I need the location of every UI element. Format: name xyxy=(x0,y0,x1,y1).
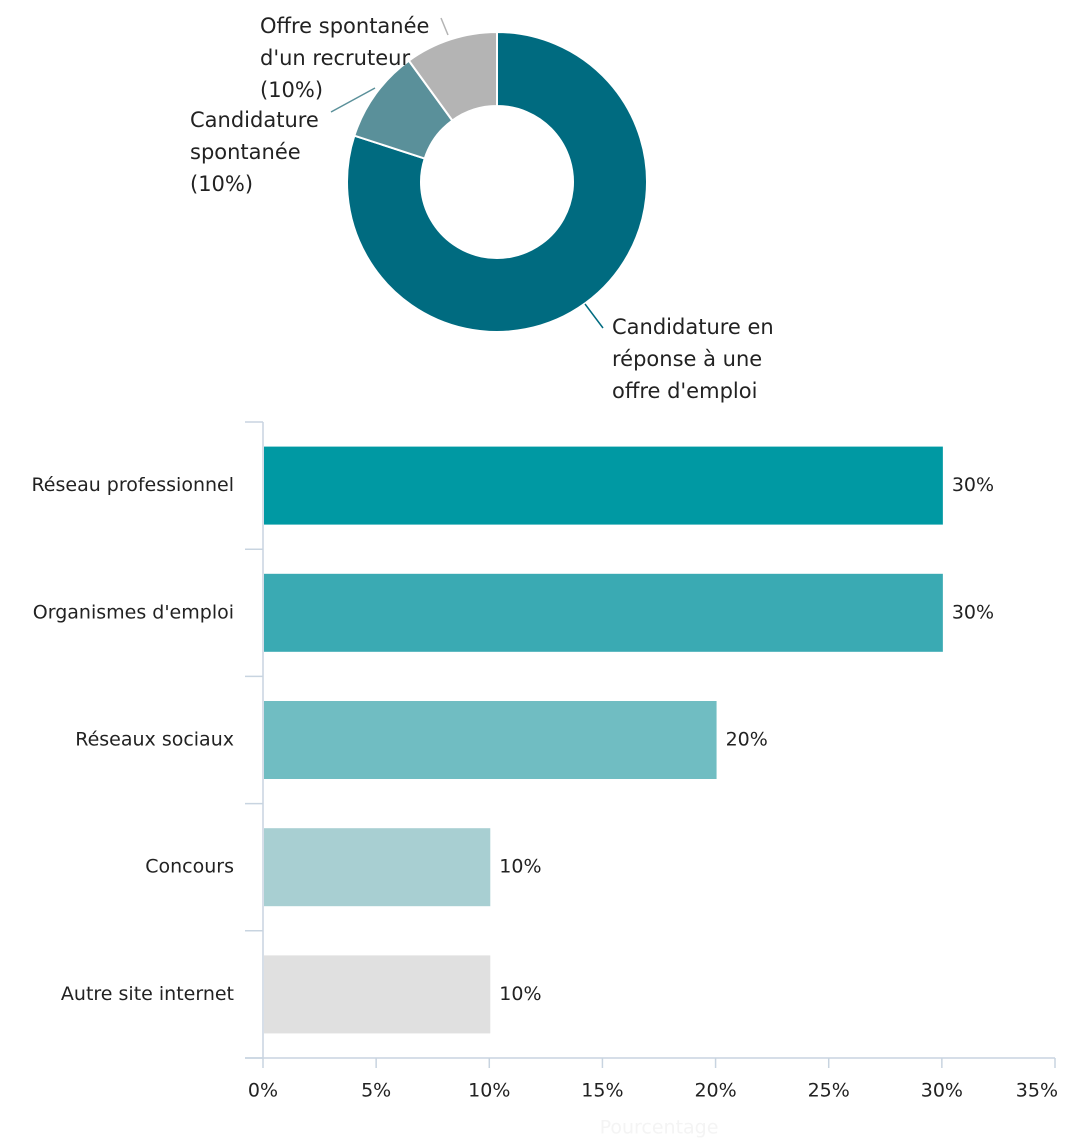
donut-slice-label: (10%) xyxy=(190,172,253,196)
x-tick-label: 0% xyxy=(248,1080,278,1102)
bar-chart: Réseau professionnel 30% Organismes d'empl… xyxy=(31,421,1058,1139)
donut-slice xyxy=(407,30,498,122)
donut-leader-line xyxy=(584,303,604,329)
donut-slice-label: spontanée xyxy=(190,140,301,164)
donut-slice-label: réponse à une xyxy=(612,347,762,371)
category-label: Organismes d'emploi xyxy=(33,601,234,623)
x-tick-label: 20% xyxy=(694,1080,736,1102)
category-label: Concours xyxy=(145,856,234,878)
bar-value-label: 30% xyxy=(952,474,994,496)
x-tick-label: 25% xyxy=(808,1080,850,1102)
donut-slice-label: (10%) xyxy=(260,78,323,102)
x-tick-label: 35% xyxy=(1016,1080,1058,1102)
bar xyxy=(264,955,491,1034)
donut-slice xyxy=(346,30,648,333)
donut-leader-line xyxy=(440,17,449,36)
donut-chart: Candidature en réponse à une offre d'emplo… xyxy=(190,14,774,403)
donut-slice-label: d'un recruteur xyxy=(260,46,410,70)
x-tick-label: 15% xyxy=(581,1080,623,1102)
bar xyxy=(264,701,717,779)
bar-value-label: 10% xyxy=(499,856,541,878)
donut-slice-label: Candidature xyxy=(190,108,319,132)
donut-slice-label: Candidature en xyxy=(612,315,774,339)
bar-value-label: 10% xyxy=(499,983,541,1005)
x-tick-label: 30% xyxy=(921,1080,963,1102)
x-axis-title: Pourcentage xyxy=(600,1117,719,1139)
x-tick-label: 10% xyxy=(468,1080,510,1102)
category-label: Réseaux sociaux xyxy=(75,729,234,751)
category-label: Réseau professionnel xyxy=(31,474,234,496)
donut-leader-line xyxy=(330,87,376,113)
x-tick-label: 5% xyxy=(361,1080,391,1102)
bar xyxy=(264,573,943,652)
bar-value-label: 30% xyxy=(952,601,994,623)
donut-slice-label: Offre spontanée xyxy=(260,14,429,38)
bar xyxy=(264,446,943,525)
bar-value-label: 20% xyxy=(726,729,768,751)
donut-slice-label: offre d'emploi xyxy=(612,379,757,403)
category-label: Autre site internet xyxy=(61,983,234,1005)
bar xyxy=(264,828,491,907)
